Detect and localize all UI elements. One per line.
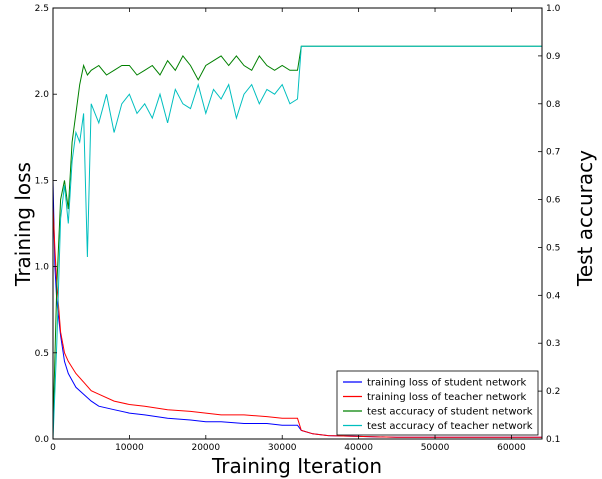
y2-axis-title: Test accuracy — [573, 150, 597, 287]
y2-tick-label: 0.8 — [546, 100, 561, 110]
y2-tick-label: 0.4 — [546, 291, 561, 301]
y2-tick-label: 0.5 — [546, 243, 560, 253]
y-tick-label: 1.0 — [35, 263, 50, 273]
series-line-2 — [52, 206, 542, 438]
x-tick-label: 10000 — [115, 443, 144, 453]
y2-tick-label: 0.6 — [546, 196, 561, 206]
x-tick-label: 20000 — [191, 443, 220, 453]
legend-label: test accuracy of student network — [367, 407, 533, 418]
y-ticks: 0.0 0.5 1.0 1.5 2.0 2.5 — [35, 4, 57, 445]
x-axis-title: Training Iteration — [211, 454, 382, 478]
series-layer — [52, 45, 542, 440]
y-axis-title: Training loss — [11, 162, 35, 287]
legend-items: training loss of student network training… — [343, 378, 533, 432]
y2-tick-label: 0.3 — [546, 339, 560, 349]
y-tick-label: 0.5 — [35, 349, 49, 359]
y2-tick-label: 0.7 — [546, 148, 560, 158]
legend-label: test accuracy of teacher network — [367, 421, 533, 432]
x-tick-label: 50000 — [421, 443, 450, 453]
legend-label: training loss of student network — [367, 378, 526, 389]
plot-frame — [52, 7, 543, 440]
series-line-4 — [52, 45, 542, 440]
y2-tick-label: 0.1 — [546, 435, 560, 445]
y2-tick-label: 0.9 — [546, 52, 561, 62]
legend-box — [336, 370, 539, 436]
y2-tick-label: 1.0 — [546, 4, 561, 14]
legend: training loss of student network training… — [336, 370, 539, 436]
y-tick-label: 0.0 — [35, 435, 50, 445]
y2-tick-label: 0.2 — [546, 387, 560, 397]
y-tick-label: 2.0 — [35, 90, 50, 100]
x-tick-label: 40000 — [344, 443, 373, 453]
y-tick-label: 1.5 — [35, 176, 49, 186]
x-tick-label: 60000 — [497, 443, 526, 453]
x-ticks: 0 10000 20000 30000 40000 50000 60000 — [50, 8, 526, 453]
x-tick-label: 0 — [50, 443, 56, 453]
x-tick-label: 30000 — [268, 443, 297, 453]
legend-label: training loss of teacher network — [367, 392, 527, 403]
y2-ticks: 0.1 0.2 0.3 0.4 0.5 0.6 0.7 0.8 0.9 1.0 — [538, 4, 561, 445]
y-tick-label: 2.5 — [35, 4, 49, 14]
